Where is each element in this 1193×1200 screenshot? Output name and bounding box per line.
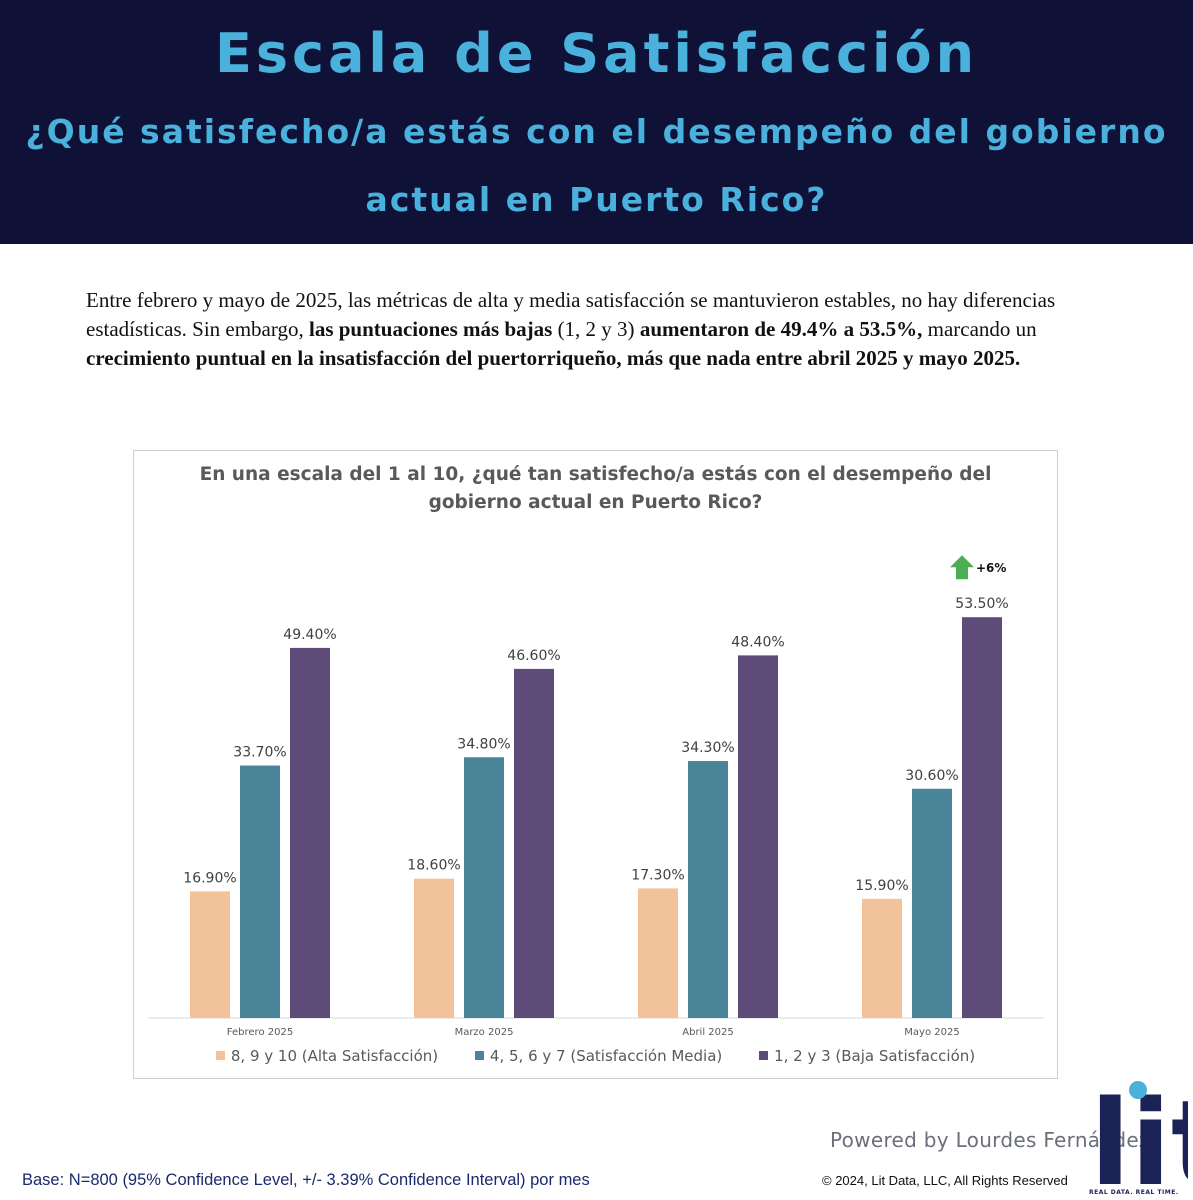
data-label: 46.60%	[507, 648, 560, 664]
intro-paragraph: Entre febrero y mayo de 2025, las métric…	[86, 286, 1116, 373]
intro-bold-text: aumentaron de 49.4% a 53.5%,	[639, 317, 923, 341]
bar-chart: Febrero 2025 16.90% 33.70% 49.40% Marzo 2025…	[148, 555, 1044, 1038]
x-tick-label: Abril 2025	[682, 1027, 733, 1038]
legend-swatch	[474, 1051, 484, 1060]
data-label: 53.50%	[955, 596, 1008, 612]
bar	[688, 761, 728, 1018]
data-label: 34.80%	[457, 736, 510, 752]
page-subtitle: ¿Qué satisfecho/a estás con el desempeño…	[25, 112, 1168, 219]
x-tick-label: Marzo 2025	[455, 1027, 514, 1038]
intro-bold-text: crecimiento puntual en la insatisfacción…	[86, 346, 1021, 370]
data-label: 48.40%	[731, 634, 784, 650]
x-tick-label: Febrero 2025	[227, 1027, 293, 1038]
legend-item: 1, 2 y 3 (Baja Satisfacción)	[759, 1047, 975, 1065]
data-label: 17.30%	[631, 867, 684, 883]
bar	[862, 898, 902, 1018]
legend-swatch	[215, 1051, 225, 1060]
data-label: 30.60%	[905, 768, 958, 784]
bar	[514, 668, 554, 1018]
up-arrow-icon	[950, 555, 974, 580]
bar	[464, 757, 504, 1018]
bar	[638, 888, 678, 1018]
legend-label: 1, 2 y 3 (Baja Satisfacción)	[774, 1047, 976, 1065]
data-label: 34.30%	[681, 740, 734, 756]
legend-item: 8, 9 y 10 (Alta Satisfacción)	[215, 1047, 439, 1065]
legend-item: 4, 5, 6 y 7 (Satisfacción Media)	[474, 1047, 723, 1065]
intro-text: Entre febrero y mayo de 2025, las métric…	[86, 288, 1056, 341]
logo-tagline: REAL DATA. REAL TIME.	[1089, 1189, 1179, 1196]
lit-logo: lit	[1090, 1078, 1188, 1198]
page-title: Escala de Satisfacción	[214, 22, 979, 85]
data-label: 49.40%	[283, 627, 336, 643]
bar	[290, 647, 330, 1018]
copyright: © 2024, Lit Data, LLC, All Rights Reserv…	[822, 1173, 1068, 1188]
x-tick-label: Mayo 2025	[904, 1027, 959, 1038]
bar	[738, 655, 778, 1018]
legend-swatch	[759, 1051, 769, 1060]
bar	[962, 617, 1002, 1018]
chart-title: En una escala del 1 al 10, ¿qué tan sati…	[199, 464, 992, 513]
data-label: 15.90%	[855, 878, 908, 894]
bar	[912, 788, 952, 1018]
intro-bold-text: las puntuaciones más bajas	[309, 317, 553, 341]
legend-label: 8, 9 y 10 (Alta Satisfacción)	[230, 1047, 439, 1065]
powered-by: Powered by Lourdes Fernández	[830, 1128, 1150, 1152]
bar	[414, 878, 454, 1018]
bar	[190, 891, 230, 1018]
data-label: 33.70%	[233, 745, 286, 761]
data-label: 16.90%	[183, 870, 236, 886]
base-note: Base: N=800 (95% Confidence Level, +/- 3…	[22, 1171, 590, 1189]
intro-text: marcando un	[922, 317, 1037, 341]
chart-panel: En una escala del 1 al 10, ¿qué tan sati…	[133, 450, 1058, 1079]
bar	[240, 765, 280, 1018]
intro-text: (1, 2 y 3)	[552, 317, 640, 341]
header-banner: Escala de Satisfacción ¿Qué satisfecho/a…	[0, 0, 1193, 244]
logo-dot	[1129, 1081, 1147, 1099]
legend-label: 4, 5, 6 y 7 (Satisfacción Media)	[489, 1047, 723, 1065]
change-annotation: +6%	[976, 561, 1006, 575]
chart-legend: 8, 9 y 10 (Alta Satisfacción) 4, 5, 6 y …	[134, 1047, 1057, 1065]
data-label: 18.60%	[407, 858, 460, 874]
